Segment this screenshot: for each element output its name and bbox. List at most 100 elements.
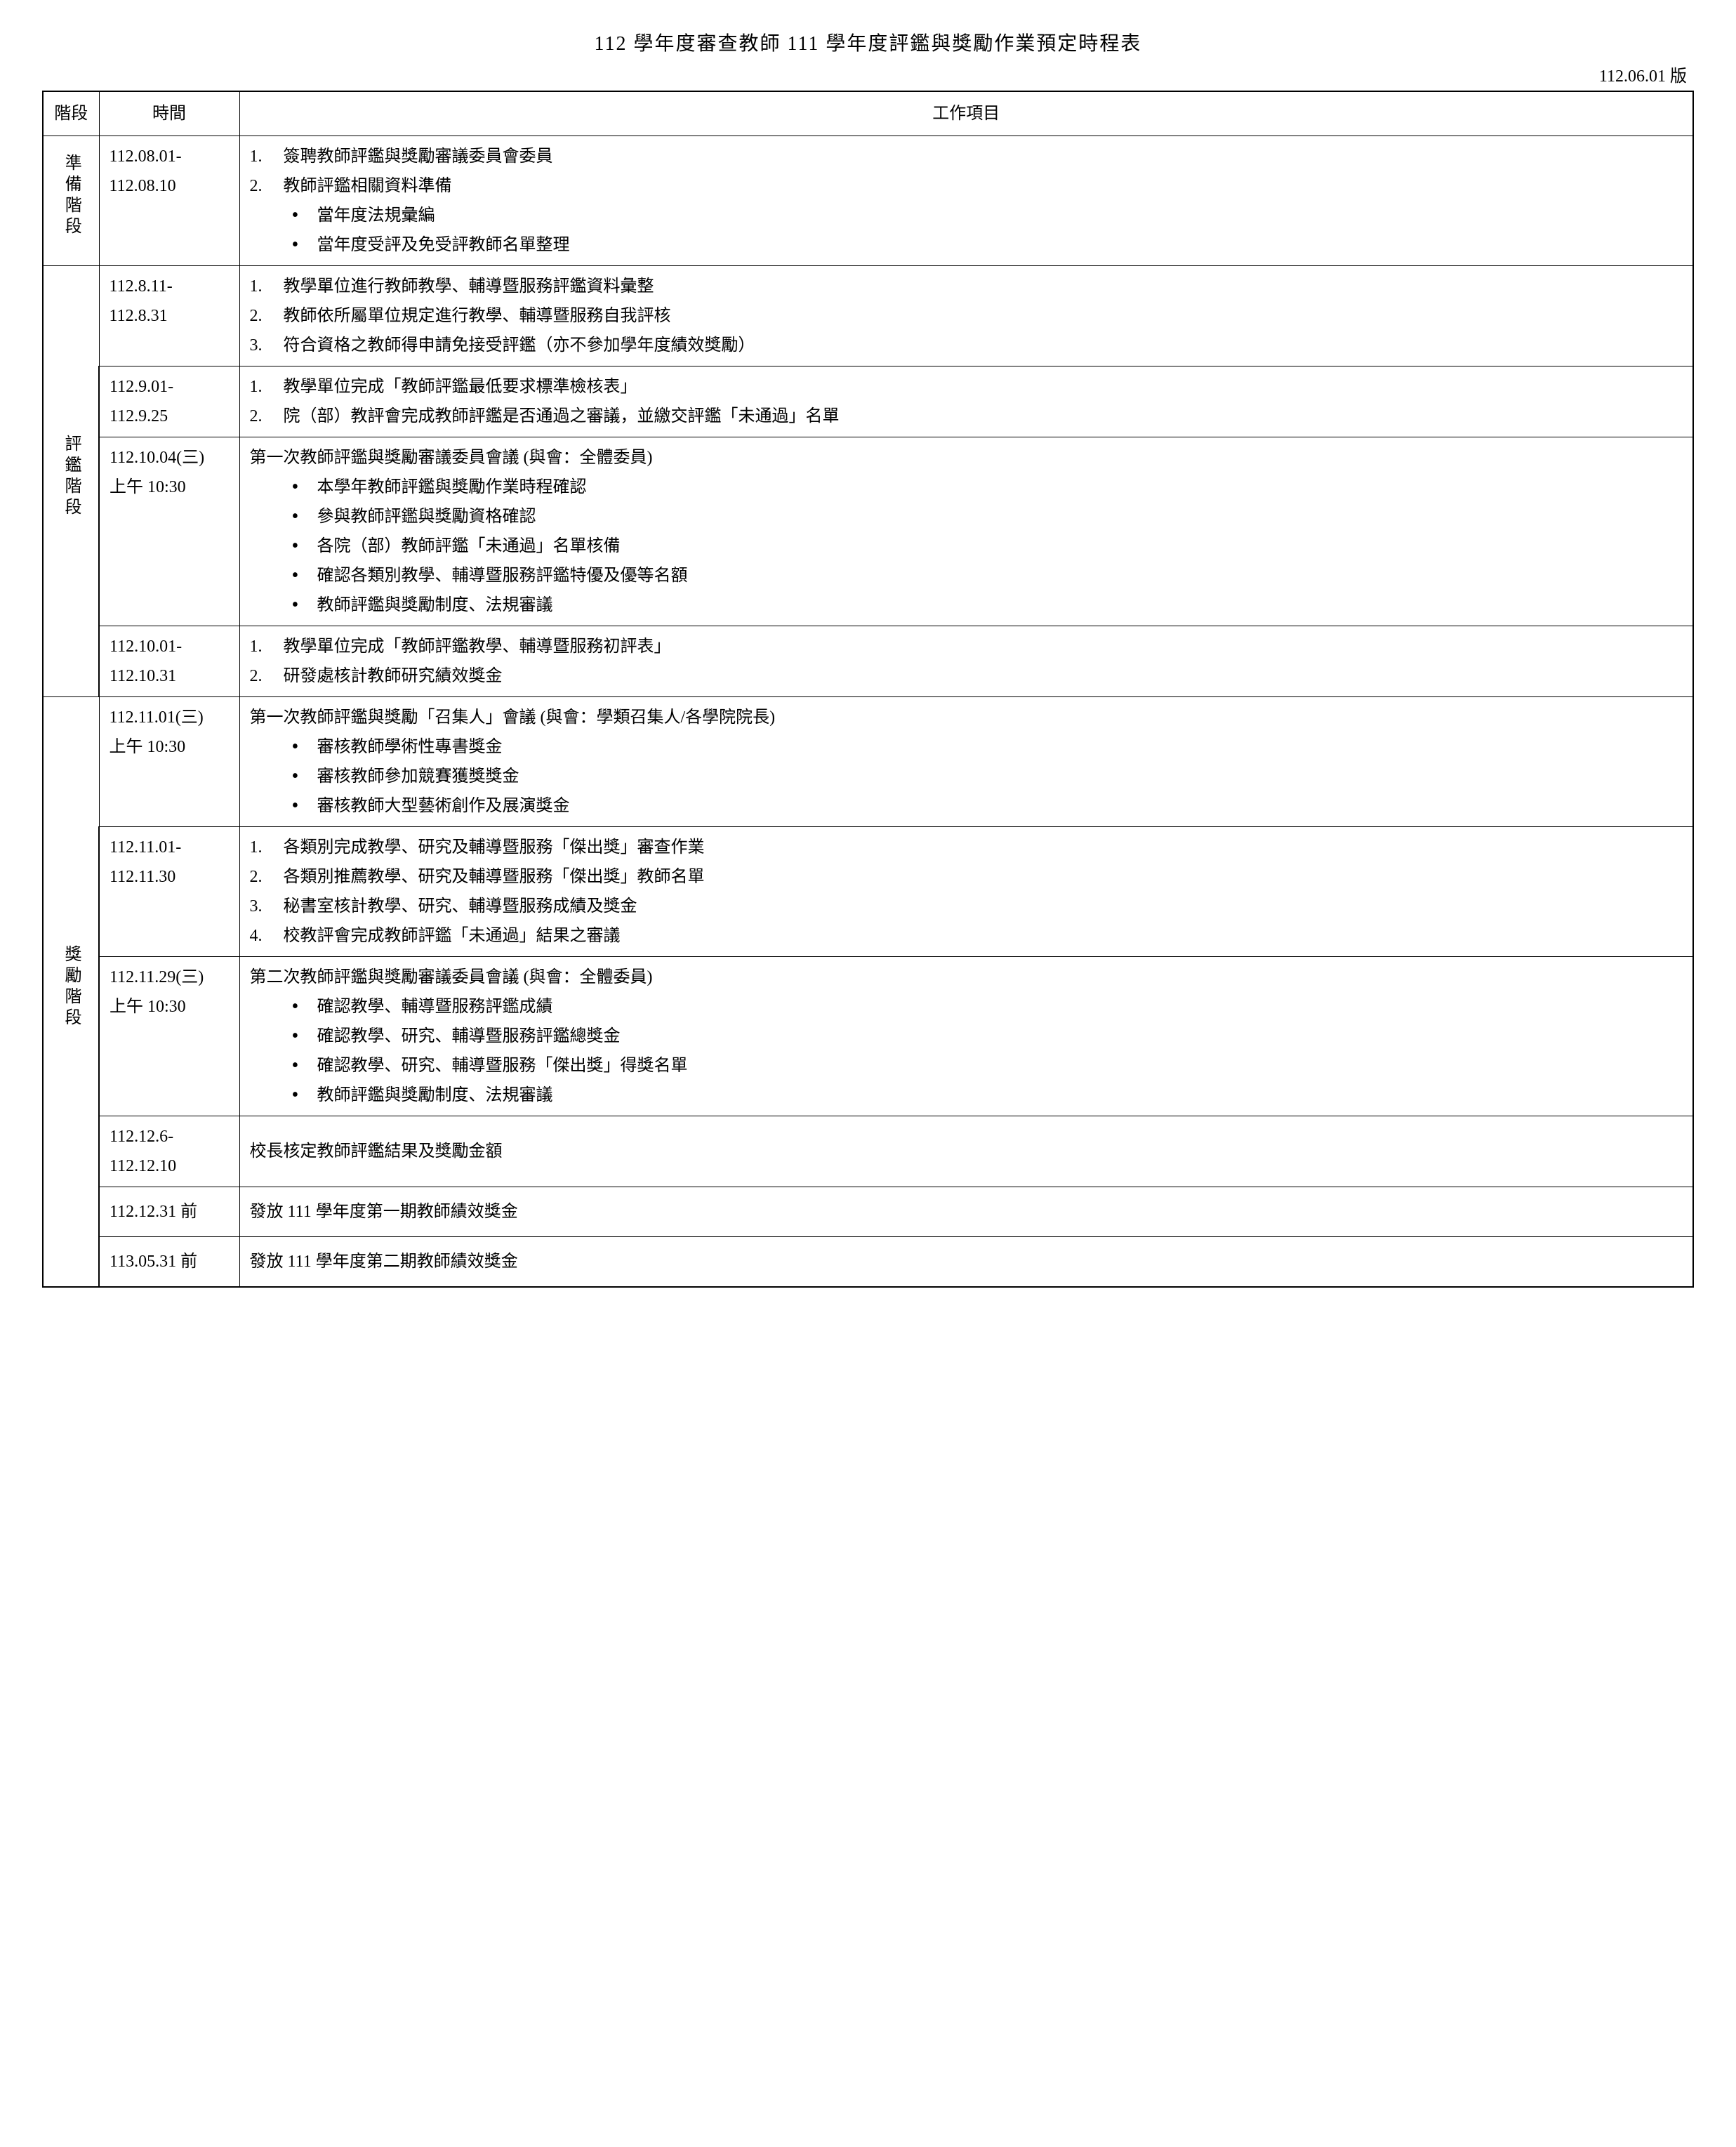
- list-number: 1.: [250, 372, 263, 402]
- time-line: 112.10.31: [110, 661, 230, 691]
- time-line: 112.8.31: [110, 301, 230, 331]
- list-number: 2.: [250, 862, 263, 892]
- task-intro: 第二次教師評鑑與獎勵審議委員會議 (與會：全體委員): [250, 963, 1683, 992]
- time-cell: 112.10.04(三) 上午 10:30: [99, 437, 239, 626]
- list-number: 2.: [250, 402, 263, 431]
- time-line: 112.11.01(三): [110, 703, 230, 732]
- list-item: 3. 符合資格之教師得申請免接受評鑑（亦不參加學年度績效獎勵）: [250, 331, 1683, 360]
- list-number: 3.: [250, 892, 263, 921]
- sub-list-item: 審核教師學術性專書獎金: [292, 732, 1683, 762]
- table-header-row: 階段 時間 工作項目: [43, 91, 1693, 136]
- list-number: 1.: [250, 833, 263, 862]
- time-line: 112.9.01-: [110, 372, 230, 402]
- time-line: 112.9.25: [110, 402, 230, 431]
- time-line: 112.11.01-: [110, 833, 230, 862]
- task-list: 1.教學單位進行教師教學、輔導暨服務評鑑資料彙整 2. 教師依所屬單位規定進行教學…: [250, 272, 1683, 360]
- sub-list-item: 當年度法規彙編: [292, 201, 1683, 230]
- sub-list-item: 教師評鑑與獎勵制度、法規審議: [292, 590, 1683, 620]
- time-line: 上午 10:30: [110, 732, 230, 762]
- schedule-table: 階段 時間 工作項目 準備階段 112.08.01- 112.08.10 1. 簽…: [42, 91, 1694, 1288]
- time-cell: 112.11.01(三) 上午 10:30: [99, 697, 239, 827]
- list-item: 1.教學單位進行教師教學、輔導暨服務評鑑資料彙整: [250, 272, 1683, 301]
- sub-list-item: 確認教學、輔導暨服務評鑑成績: [292, 992, 1683, 1022]
- time-line: 上午 10:30: [110, 473, 230, 502]
- tasks-cell: 1.教學單位完成「教師評鑑教學、輔導暨服務初評表」 2.研發處核計教師研究績效獎…: [239, 626, 1693, 697]
- table-row: 112.9.01- 112.9.25 1. 教學單位完成「教師評鑑最低要求標準檢核…: [43, 366, 1693, 437]
- sub-list-item: 本學年教師評鑑與獎勵作業時程確認: [292, 473, 1683, 502]
- time-line: 112.12.6-: [110, 1122, 230, 1151]
- time-line: 112.11.29(三): [110, 963, 230, 992]
- time-cell: 113.05.31 前: [99, 1237, 239, 1288]
- sub-list-item: 審核教師參加競賽獲獎獎金: [292, 762, 1683, 791]
- table-row: 113.05.31 前 發放 111 學年度第二期教師績效獎金: [43, 1237, 1693, 1288]
- tasks-cell: 1.教學單位進行教師教學、輔導暨服務評鑑資料彙整 2. 教師依所屬單位規定進行教學…: [239, 266, 1693, 366]
- sub-list-item: 確認教學、研究、輔導暨服務評鑑總獎金: [292, 1022, 1683, 1051]
- list-item: 3. 秘書室核計教學、研究、輔導暨服務成績及獎金: [250, 892, 1683, 921]
- list-number: 3.: [250, 331, 263, 360]
- table-row: 獎勵階段 112.11.01(三) 上午 10:30 第一次教師評鑑與獎勵「召集…: [43, 697, 1693, 827]
- sub-list-item: 確認教學、研究、輔導暨服務「傑出獎」得獎名單: [292, 1051, 1683, 1081]
- tasks-cell: 發放 111 學年度第二期教師績效獎金: [239, 1237, 1693, 1288]
- list-text: 秘書室核計教學、研究、輔導暨服務成績及獎金: [284, 897, 637, 916]
- list-item: 1. 教學單位完成「教師評鑑最低要求標準檢核表」: [250, 372, 1683, 402]
- version-label: 112.06.01 版: [42, 62, 1694, 86]
- time-line: 112.11.30: [110, 862, 230, 892]
- tasks-cell: 第一次教師評鑑與獎勵「召集人」會議 (與會：學類召集人/各學院院長) 審核教師學…: [239, 697, 1693, 827]
- tasks-cell: 1. 簽聘教師評鑑與獎勵審議委員會委員 2.教師評鑑相關資料準備 當年度法規彙編 …: [239, 136, 1693, 266]
- sub-list-item: 教師評鑑與獎勵制度、法規審議: [292, 1081, 1683, 1110]
- tasks-cell: 發放 111 學年度第一期教師績效獎金: [239, 1187, 1693, 1237]
- task-list: 1. 簽聘教師評鑑與獎勵審議委員會委員 2.教師評鑑相關資料準備: [250, 142, 1683, 201]
- list-text: 教師依所屬單位規定進行教學、輔導暨服務自我評核: [284, 307, 671, 325]
- list-text: 教學單位進行教師教學、輔導暨服務評鑑資料彙整: [284, 277, 654, 296]
- list-text: 各類別完成教學、研究及輔導暨服務「傑出獎」審查作業: [284, 838, 705, 857]
- time-line: 112.8.11-: [110, 272, 230, 301]
- time-cell: 112.12.31 前: [99, 1187, 239, 1237]
- table-row: 評鑑階段 112.8.11- 112.8.31 1.教學單位進行教師教學、輔導暨…: [43, 266, 1693, 366]
- time-cell: 112.9.01- 112.9.25: [99, 366, 239, 437]
- list-text: 研發處核計教師研究績效獎金: [284, 667, 503, 685]
- stage-cell: 獎勵階段: [43, 697, 99, 1288]
- list-text: 簽聘教師評鑑與獎勵審議委員會委員: [284, 147, 553, 166]
- list-text: 各類別推薦教學、研究及輔導暨服務「傑出獎」教師名單: [284, 868, 705, 886]
- sub-list-item: 確認各類別教學、輔導暨服務評鑑特優及優等名額: [292, 561, 1683, 590]
- time-line: 112.08.10: [110, 171, 230, 201]
- time-cell: 112.08.01- 112.08.10: [99, 136, 239, 266]
- list-number: 1.: [250, 142, 263, 171]
- list-item: 2.研發處核計教師研究績效獎金: [250, 661, 1683, 691]
- sub-list-item: 各院（部）教師評鑑「未通過」名單核備: [292, 531, 1683, 561]
- list-text: 教師評鑑相關資料準備: [284, 177, 452, 195]
- list-item: 1. 各類別完成教學、研究及輔導暨服務「傑出獎」審查作業: [250, 833, 1683, 862]
- header-tasks: 工作項目: [239, 91, 1693, 136]
- list-item: 1.教學單位完成「教師評鑑教學、輔導暨服務初評表」: [250, 632, 1683, 661]
- tasks-cell: 1. 各類別完成教學、研究及輔導暨服務「傑出獎」審查作業 2. 各類別推薦教學、研究…: [239, 827, 1693, 957]
- table-row: 112.12.6- 112.12.10 校長核定教師評鑑結果及獎勵金額: [43, 1116, 1693, 1187]
- table-row: 準備階段 112.08.01- 112.08.10 1. 簽聘教師評鑑與獎勵審議委…: [43, 136, 1693, 266]
- time-line: 112.12.10: [110, 1151, 230, 1181]
- sub-list: 確認教學、輔導暨服務評鑑成績 確認教學、研究、輔導暨服務評鑑總獎金 確認教學、研…: [250, 992, 1683, 1110]
- table-row: 112.10.04(三) 上午 10:30 第一次教師評鑑與獎勵審議委員會議 (…: [43, 437, 1693, 626]
- sub-list: 當年度法規彙編 當年度受評及免受評教師名單整理: [250, 201, 1683, 260]
- sub-list-item: 審核教師大型藝術創作及展演獎金: [292, 791, 1683, 821]
- list-text: 符合資格之教師得申請免接受評鑑（亦不參加學年度績效獎勵）: [284, 336, 755, 355]
- time-line: 112.08.01-: [110, 142, 230, 171]
- sub-list-item: 當年度受評及免受評教師名單整理: [292, 230, 1683, 260]
- list-item: 2. 教師依所屬單位規定進行教學、輔導暨服務自我評核: [250, 301, 1683, 331]
- stage-label-prep: 準備階段: [56, 154, 86, 238]
- header-time: 時間: [99, 91, 239, 136]
- time-cell: 112.12.6- 112.12.10: [99, 1116, 239, 1187]
- header-stage: 階段: [43, 91, 99, 136]
- time-line: 上午 10:30: [110, 992, 230, 1022]
- tasks-cell: 第二次教師評鑑與獎勵審議委員會議 (與會：全體委員) 確認教學、輔導暨服務評鑑成…: [239, 957, 1693, 1116]
- table-row: 112.10.01- 112.10.31 1.教學單位完成「教師評鑑教學、輔導暨…: [43, 626, 1693, 697]
- time-line: 112.10.04(三): [110, 443, 230, 473]
- list-item: 2.教師評鑑相關資料準備: [250, 171, 1683, 201]
- stage-label-eval: 評鑑階段: [56, 435, 86, 519]
- list-number: 2.: [250, 301, 263, 331]
- list-text: 教學單位完成「教師評鑑最低要求標準檢核表」: [284, 378, 637, 396]
- sub-list: 審核教師學術性專書獎金 審核教師參加競賽獲獎獎金 審核教師大型藝術創作及展演獎金: [250, 732, 1683, 821]
- task-list: 1.教學單位完成「教師評鑑最低要求標準檢核表」 2.院（部）教評會完成教師評鑑是…: [250, 372, 1683, 431]
- stage-cell: 評鑑階段: [43, 266, 99, 697]
- tasks-cell: 校長核定教師評鑑結果及獎勵金額: [239, 1116, 1693, 1187]
- stage-label-reward: 獎勵階段: [56, 945, 86, 1029]
- table-row: 112.11.29(三) 上午 10:30 第二次教師評鑑與獎勵審議委員會議 (…: [43, 957, 1693, 1116]
